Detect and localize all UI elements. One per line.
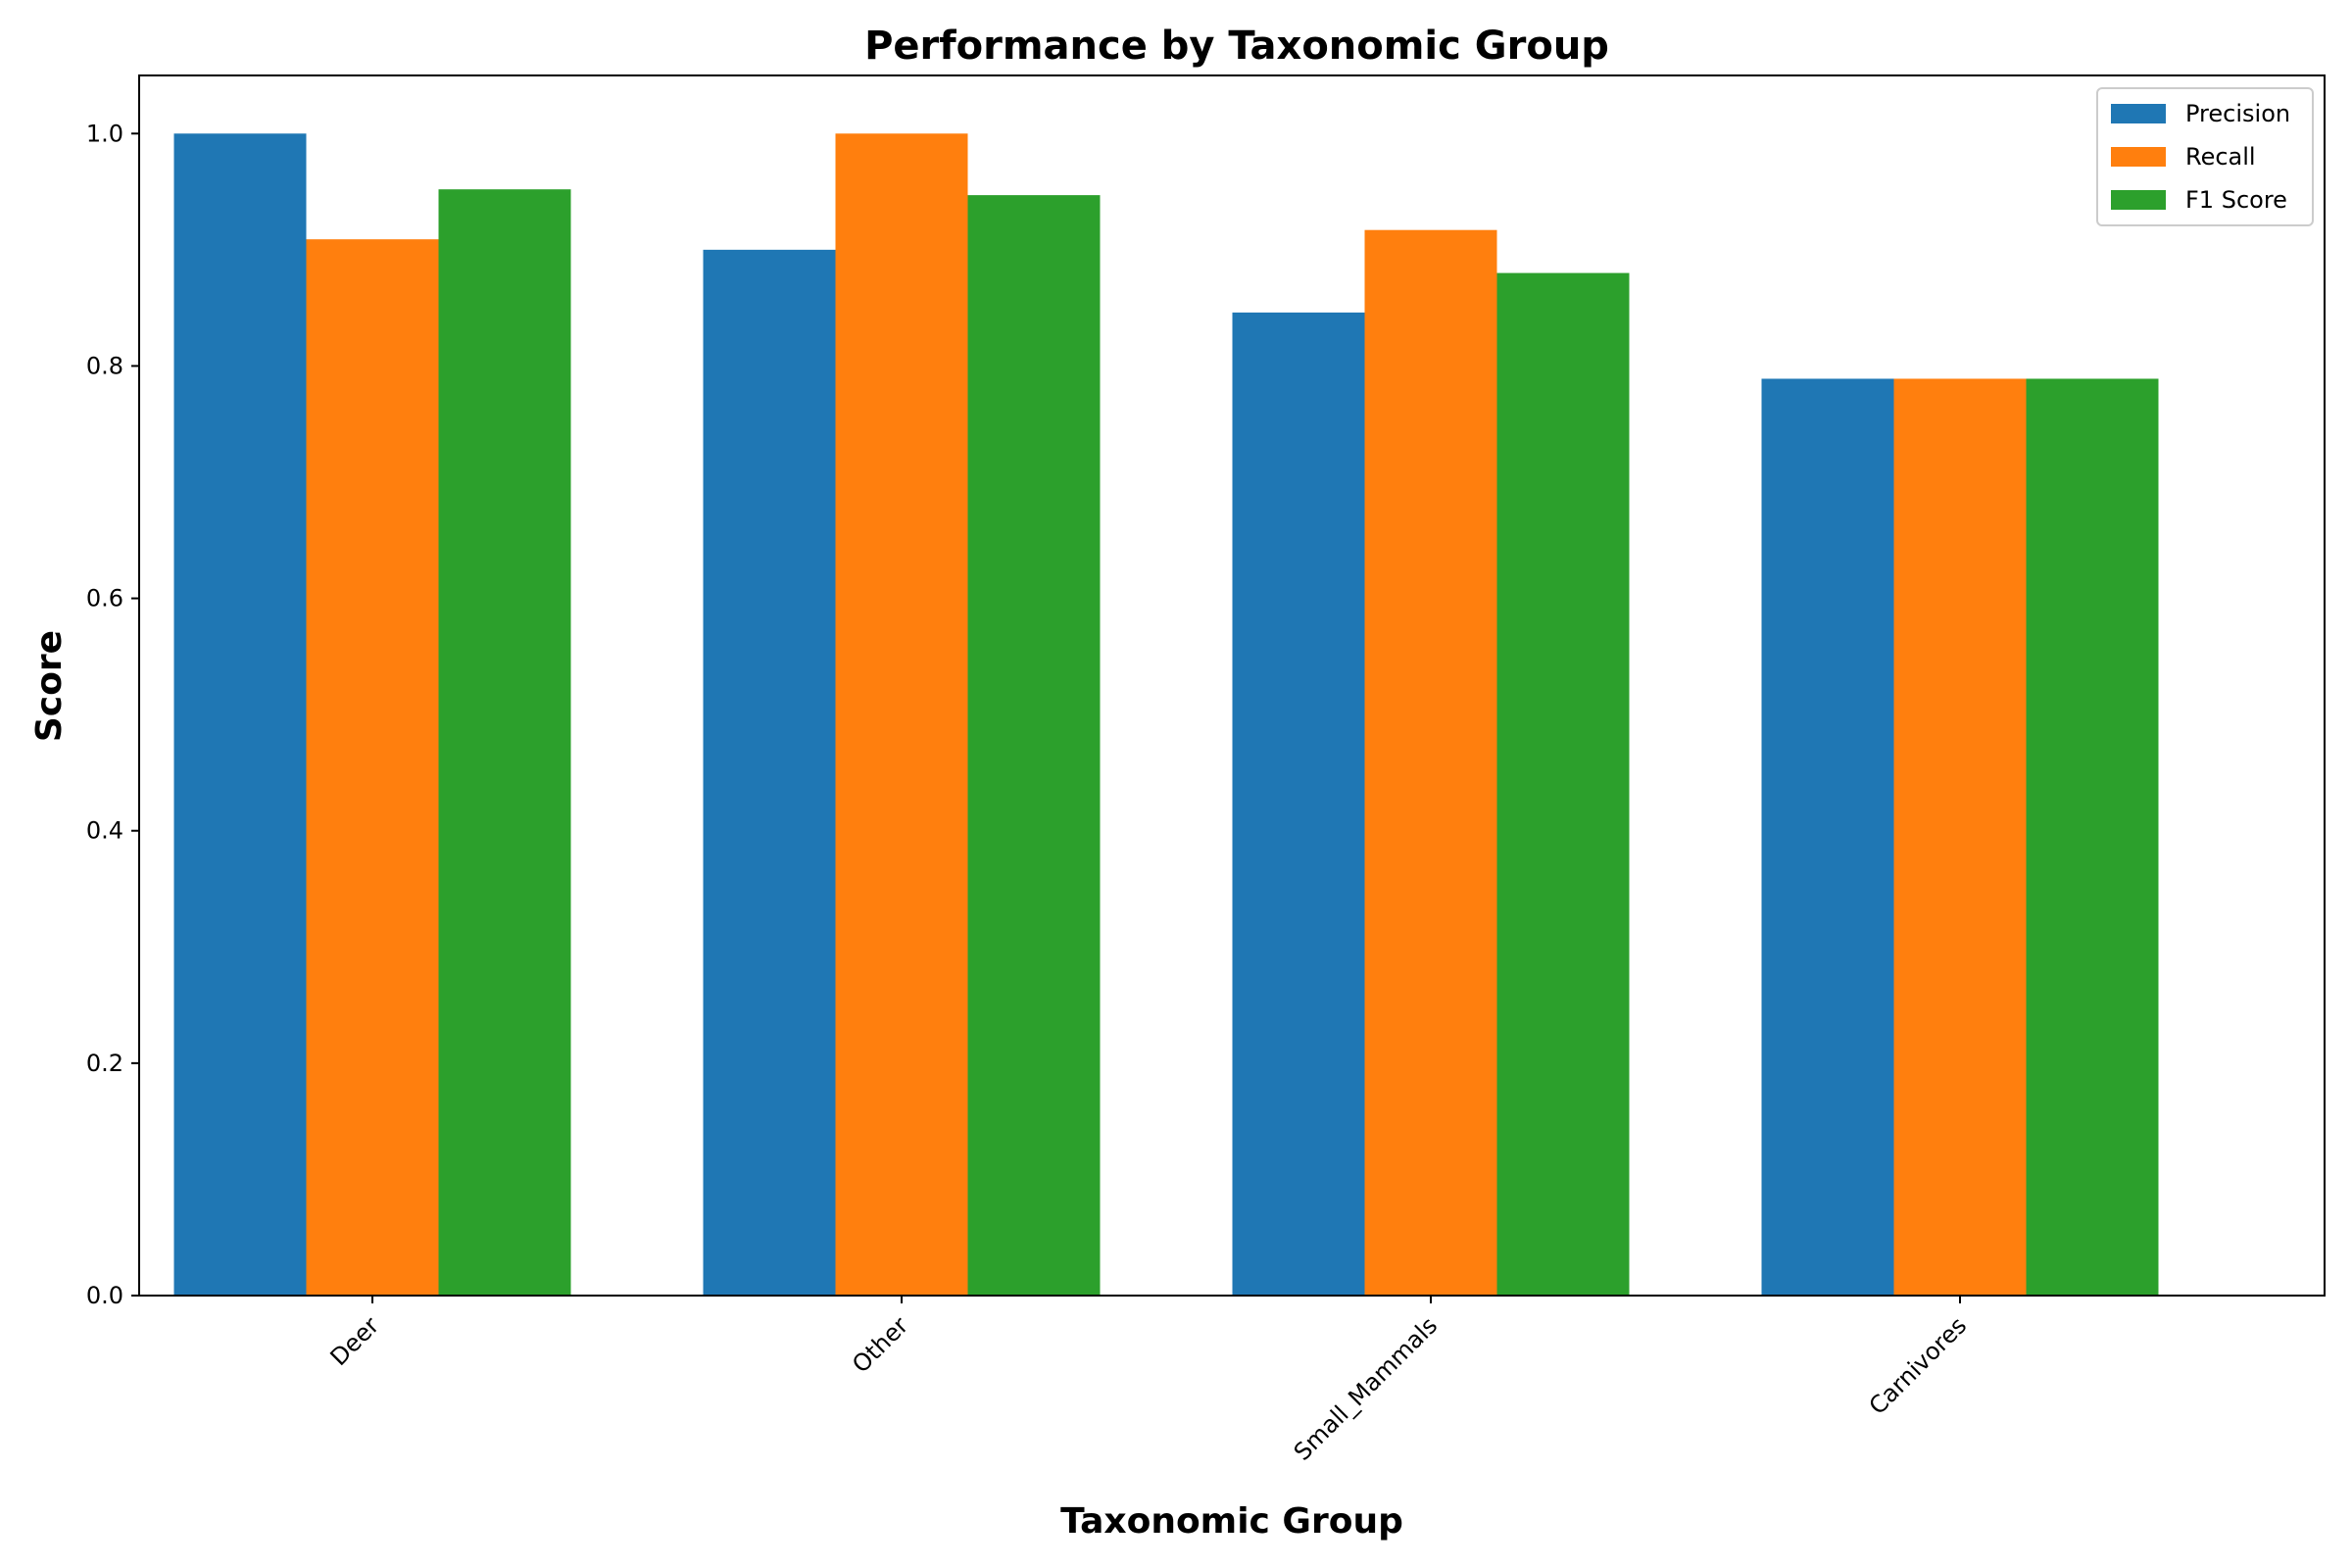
legend-swatch-f1-score (2111, 190, 2166, 210)
x-axis-label: Taxonomic Group (1060, 1501, 1403, 1542)
y-tick-label: 0.2 (86, 1050, 123, 1077)
y-axis-label: Score (29, 630, 70, 742)
legend-label-f1-score: F1 Score (2185, 186, 2287, 214)
bar-small-mammals-f1-score (1496, 272, 1630, 1297)
chart-title: Performance by Taxonomic Group (864, 24, 1609, 69)
plot-frame (138, 74, 2326, 1297)
bars-group (173, 133, 2159, 1297)
bar-carnivores-precision (1761, 378, 1894, 1296)
x-tick-label: Deer (325, 1311, 385, 1371)
legend-swatch-recall (2111, 147, 2166, 167)
legend: Precision Recall F1 Score (2096, 87, 2314, 226)
x-tick-label: Carnivores (1864, 1311, 1973, 1420)
bar-other-f1-score (967, 195, 1101, 1297)
bar-small-mammals-precision (1232, 312, 1365, 1296)
y-axis: 0.0 0.2 0.4 0.6 0.8 1.0 (86, 120, 139, 1309)
bar-carnivores-f1-score (2026, 378, 2159, 1296)
bar-other-precision (703, 249, 836, 1296)
legend-label-precision: Precision (2185, 100, 2290, 127)
y-tick-label: 1.0 (86, 120, 123, 147)
y-tick-label: 0.6 (86, 585, 123, 612)
y-tick-label: 0.0 (86, 1282, 123, 1309)
bar-other-recall (835, 133, 968, 1296)
x-tick-label: Other (847, 1311, 913, 1378)
bar-carnivores-recall (1893, 378, 2027, 1296)
bar-deer-recall (306, 239, 439, 1297)
x-tick-label: Small_Mammals (1289, 1311, 1443, 1465)
y-tick-label: 0.8 (86, 352, 123, 379)
bar-deer-precision (173, 133, 307, 1296)
bar-small-mammals-recall (1364, 229, 1497, 1297)
legend-label-recall: Recall (2185, 143, 2256, 171)
x-axis: Deer Other Small_Mammals Carnivores (325, 1296, 1973, 1466)
legend-swatch-precision (2111, 104, 2166, 123)
bar-deer-f1-score (438, 189, 571, 1297)
y-tick-label: 0.4 (86, 817, 123, 845)
